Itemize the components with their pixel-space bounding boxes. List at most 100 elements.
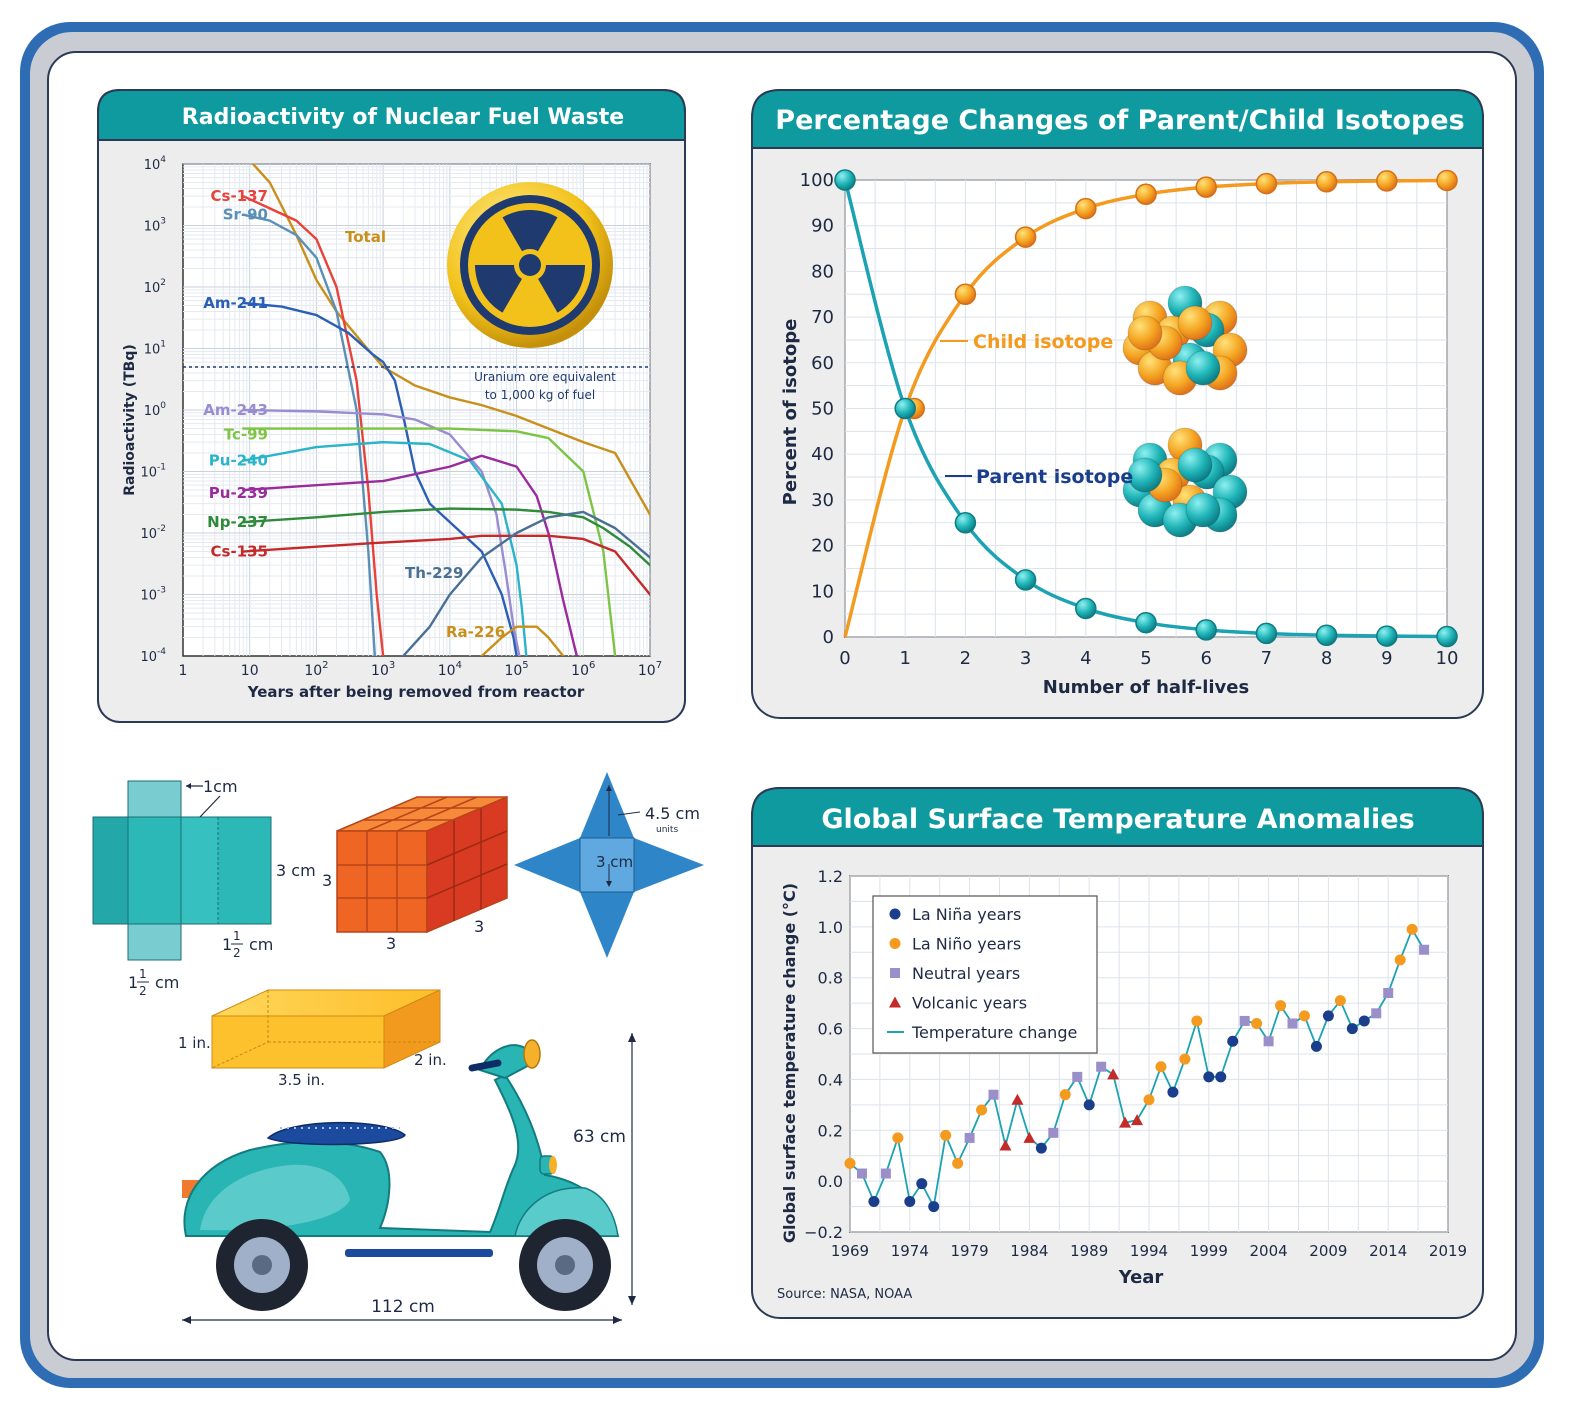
x-tick-label: 1 — [179, 663, 188, 679]
scooter-height-label: 63 cm — [573, 1127, 626, 1147]
year-marker-nina — [916, 1178, 928, 1190]
x-tick-label: 1 — [899, 648, 910, 669]
x-axis-label: Number of half-lives — [1043, 677, 1249, 698]
box-label-depth: 2 in. — [414, 1051, 447, 1069]
series-label-tc-99: Tc-99 — [224, 425, 268, 443]
series-label-total: Total — [345, 228, 386, 246]
data-point — [1195, 619, 1217, 641]
year-marker-nina — [1358, 1015, 1370, 1027]
year-marker-volcanic — [1131, 1114, 1144, 1126]
x-tick-exponent: 7 — [656, 660, 662, 671]
year-marker-neutral — [1371, 1008, 1382, 1019]
x-tick-label: 9 — [1381, 648, 1392, 669]
year-marker-neutral — [964, 1132, 975, 1143]
data-point — [1135, 611, 1157, 634]
panel-header — [751, 89, 1484, 149]
data-point — [1195, 176, 1217, 198]
x-axis-label: Year — [1118, 1267, 1164, 1288]
year-marker-nina — [1083, 1099, 1095, 1111]
data-point — [1376, 170, 1398, 192]
y-tick-exponent: 2 — [160, 278, 166, 288]
y-tick-label: 60 — [811, 353, 834, 374]
year-marker-nina — [1215, 1071, 1227, 1083]
series-line-th-229 — [402, 510, 650, 656]
y-tick-label: 0.0 — [818, 1172, 843, 1191]
net-label-num-2: 1 — [139, 967, 147, 981]
scooter-headlight — [523, 1039, 541, 1069]
net-label-unit-2: cm — [155, 973, 179, 992]
y-tick-label: 0 — [823, 627, 834, 648]
box-figure: 1 in. 3.5 in. 2 in. — [178, 989, 447, 1089]
data-point — [1436, 169, 1458, 192]
year-marker-nino — [976, 1104, 988, 1116]
series-line-sr-90 — [242, 213, 377, 656]
pyramid-label-units: units — [656, 825, 678, 835]
y-tick-label: 0.2 — [818, 1121, 843, 1140]
data-point — [1135, 183, 1157, 206]
legend-marker — [889, 996, 901, 1008]
year-marker-neutral — [1419, 944, 1430, 955]
series-label-sr-90: Sr-90 — [223, 206, 268, 224]
year-marker-nina — [904, 1195, 916, 1207]
cube-figure: 3 3 3 — [322, 795, 508, 953]
scooter-figure: 63 cm 112 cm — [182, 1033, 636, 1324]
y-tick-exponent: 0 — [160, 401, 166, 411]
reference-label-line2: to 1,000 kg of fuel — [485, 388, 595, 402]
y-tick-label: 0.4 — [818, 1070, 843, 1089]
x-tick-label: 2009 — [1309, 1242, 1347, 1260]
data-point — [1315, 624, 1338, 646]
x-tick-label: 3 — [1020, 648, 1031, 669]
y-tick-label: 0.6 — [818, 1020, 843, 1039]
data-point — [954, 512, 977, 534]
nucleon — [1177, 447, 1213, 483]
series-label-ra-226: Ra-226 — [446, 623, 505, 641]
year-marker-nino — [1275, 1000, 1287, 1012]
legend-label: La Niña years — [912, 905, 1021, 924]
y-tick-label: 40 — [811, 444, 834, 465]
year-marker-volcanic — [1119, 1116, 1132, 1128]
data-point — [1014, 226, 1037, 248]
net-label-3cm: 3 cm — [276, 861, 316, 880]
net-label-unit: cm — [249, 935, 273, 954]
box-label-length: 3.5 in. — [278, 1071, 325, 1089]
series-label-am-243: Am-243 — [203, 401, 268, 419]
y-axis-label: Global surface temperature change (°C) — [780, 883, 799, 1243]
y-tick-label: 1.0 — [818, 918, 843, 937]
year-marker-nino — [1155, 1061, 1167, 1073]
x-tick-exponent: 4 — [456, 660, 462, 671]
data-point — [894, 397, 916, 420]
year-marker-nino — [1191, 1015, 1203, 1027]
x-tick-label: 6 — [1200, 648, 1211, 669]
year-marker-nino — [1251, 1017, 1263, 1029]
year-markers — [844, 923, 1430, 1213]
chart-title: Radioactivity of Nuclear Fuel Waste — [182, 105, 624, 130]
year-marker-nino — [1143, 1094, 1155, 1106]
reference-label-line1: Uranium ore equivalent — [474, 370, 616, 384]
series-line-am-241 — [242, 301, 518, 656]
year-marker-nino — [1179, 1053, 1191, 1065]
parent-nucleus-icon — [1122, 427, 1248, 538]
year-marker-volcanic — [1011, 1093, 1024, 1105]
data-point — [1436, 625, 1458, 648]
x-tick-label: 5 — [1140, 648, 1151, 669]
series-lines — [242, 164, 650, 656]
legend-label: La Niño years — [912, 935, 1021, 954]
y-tick-exponent: 3 — [160, 217, 166, 227]
y-tick-exponent: 4 — [160, 155, 166, 165]
series-points — [834, 169, 1458, 648]
data-point — [834, 169, 856, 191]
y-tick-label: 20 — [811, 536, 834, 557]
x-tick-exponent: 2 — [322, 660, 328, 671]
y-tick-exponent: -1 — [157, 463, 166, 473]
x-tick-label: 2014 — [1369, 1242, 1407, 1260]
pyramid-label-slant: 4.5 cm — [645, 804, 700, 823]
net-label-whole-2: 1 — [128, 973, 138, 992]
nucleus-illustrations — [1122, 285, 1248, 538]
x-tick-label: 1999 — [1190, 1242, 1228, 1260]
pyramid-net-figure: 4.5 cm units 3 cm — [514, 772, 704, 958]
year-marker-nina — [1310, 1040, 1322, 1052]
x-tick-label: 1984 — [1010, 1242, 1048, 1260]
x-tick-label: 2004 — [1250, 1242, 1288, 1260]
y-tick-label: 50 — [811, 399, 834, 420]
